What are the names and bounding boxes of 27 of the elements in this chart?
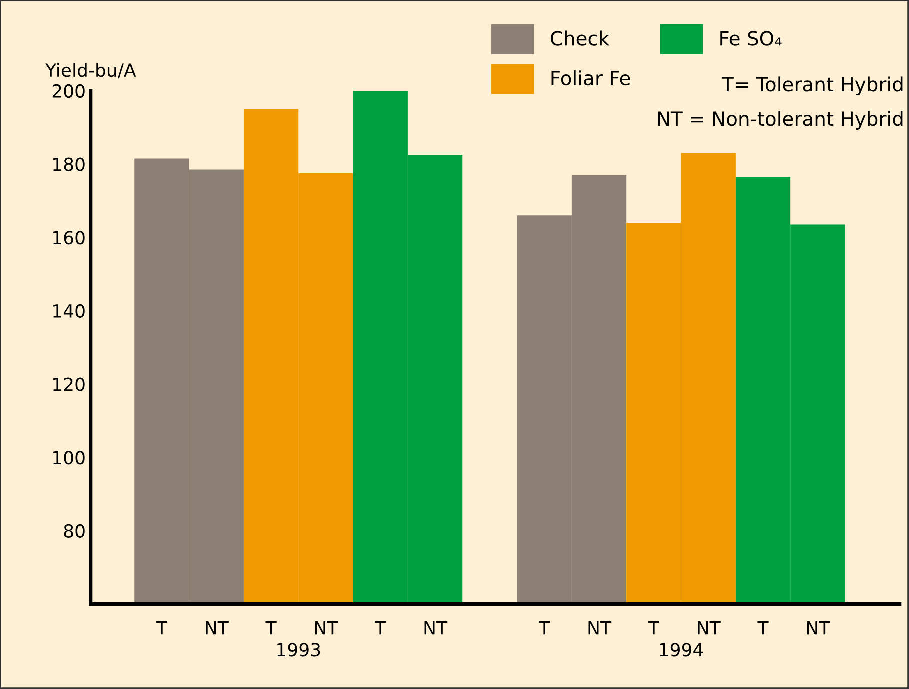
text: 1994 [660, 643, 704, 657]
x-tick-label: T [758, 621, 769, 635]
legend-label: Foliar Fe [552, 70, 630, 86]
y-tick-label: 180 [54, 158, 85, 172]
text: 1993 [278, 643, 320, 657]
y-tick-label: 120 [54, 378, 85, 392]
x-tick-label: NT [698, 621, 721, 635]
x-tick-label: T [648, 621, 660, 635]
y-tick-label: 100 [54, 451, 85, 465]
y-tick-label: 200 [52, 84, 85, 98]
annotation: NT = Non-tolerant Hybrid [658, 111, 903, 130]
x-tick-label: T [539, 621, 550, 635]
x-tick-label: NT [424, 621, 448, 635]
annotation: T= Tolerant Hybrid [722, 76, 903, 96]
x-tick-label: T [375, 621, 386, 635]
legend-label: Fe SO₄ [720, 31, 782, 46]
x-tick-label: T [266, 621, 277, 635]
y-tick-label: 80 [64, 524, 85, 538]
y-tick-label: 160 [54, 231, 85, 245]
x-tick-label: NT [315, 621, 338, 635]
x-tick-label: T [156, 621, 168, 635]
y-axis-title: Yield-bu/A [45, 63, 136, 79]
x-tick-label: NT [206, 621, 229, 635]
y-tick-label: 140 [54, 304, 85, 318]
x-tick-label: NT [807, 621, 830, 635]
legend-label: Check [550, 30, 610, 46]
x-tick-label: NT [588, 621, 612, 635]
